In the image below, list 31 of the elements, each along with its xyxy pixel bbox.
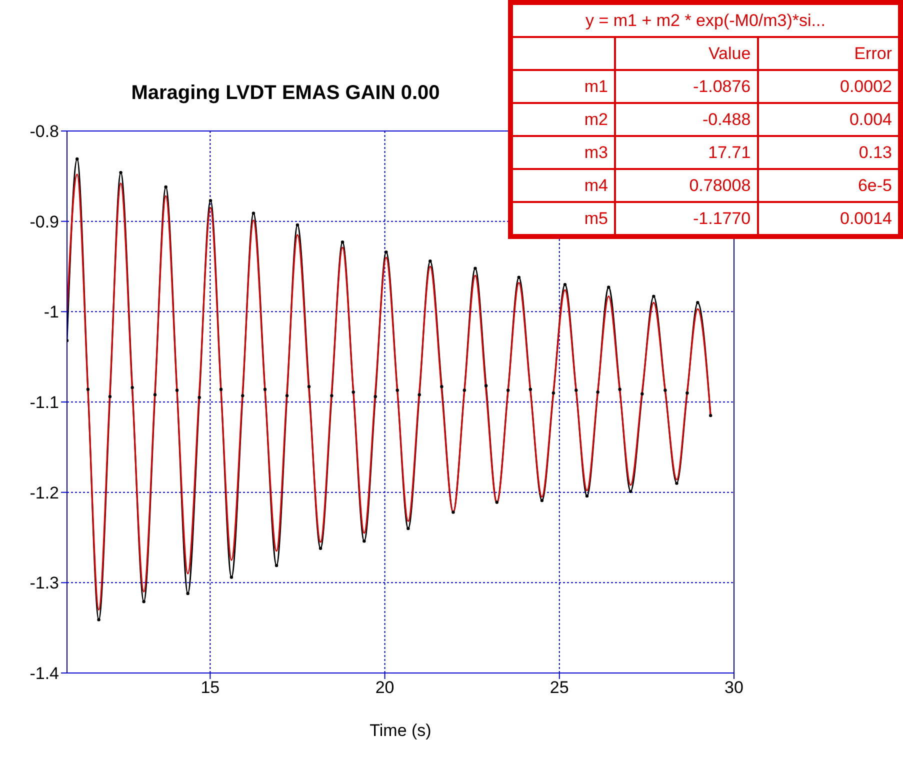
x-tick-label: 20 <box>375 678 394 698</box>
annotation: m5 <box>510 202 615 236</box>
text: 6e-5 <box>858 176 892 194</box>
x-tick-label: 15 <box>200 678 220 698</box>
text: 0.13 <box>858 142 892 162</box>
annotation: 17.71 <box>614 136 758 169</box>
text: Error <box>854 44 892 62</box>
text: y = m1 + m2 * exp(-M0/m3)*si... <box>586 10 826 30</box>
x-axis-title: Time (s) <box>370 721 432 740</box>
y-tick-label: -1.4 <box>30 664 59 684</box>
x-tick-label: 30 <box>724 678 744 698</box>
annotation: 0.78008 <box>614 169 758 202</box>
text: m1 <box>584 76 608 96</box>
annotation: -1.1770 <box>614 202 758 236</box>
y-tick-label: -1.1 <box>30 393 59 412</box>
y-tick-label: -0.9 <box>30 212 59 232</box>
annotation: m4 <box>510 169 615 202</box>
annotation: m3 <box>510 136 615 169</box>
y-tick-label: -1.3 <box>30 574 59 593</box>
text: -1.0876 <box>692 76 751 96</box>
y-tick-label: -1.2 <box>30 483 59 502</box>
text: 0.0014 <box>840 208 892 228</box>
text: 0.004 <box>849 110 892 128</box>
chart-title: Maraging LVDT EMAS GAIN 0.00 <box>130 82 441 105</box>
y-tick-label: -0.8 <box>30 122 59 142</box>
text: 0.0002 <box>840 76 892 96</box>
text: Value <box>708 44 751 62</box>
text: m2 <box>584 110 608 128</box>
x-tick-label: 25 <box>550 678 569 698</box>
text: -0.488 <box>702 110 751 128</box>
y-tick-label: -1 <box>44 302 59 322</box>
